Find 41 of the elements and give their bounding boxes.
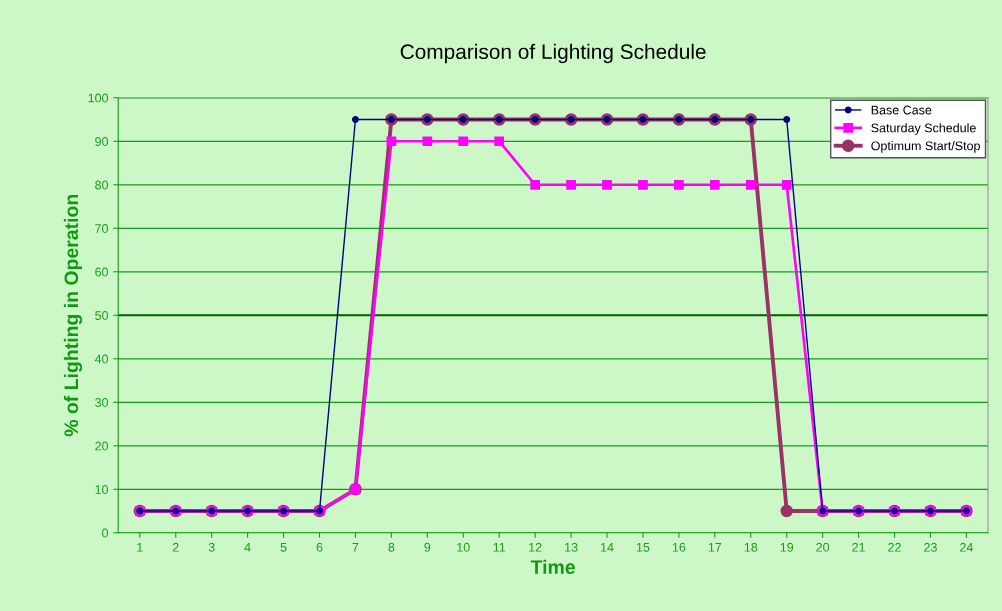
x-tick-label: 6	[316, 542, 323, 552]
x-tick-label: 14	[601, 542, 614, 552]
y-tick-label: 90	[95, 137, 109, 146]
x-tick-label: 5	[280, 542, 287, 552]
x-tick-label: 16	[672, 542, 686, 552]
y-tick-label: 20	[95, 441, 109, 451]
y-tick-label: 10	[95, 485, 109, 494]
y-tick-label: 0	[102, 528, 109, 538]
y-tick-label: 60	[95, 267, 109, 277]
x-tick-label: 19	[780, 542, 794, 552]
x-tick-label: 12	[529, 542, 542, 552]
legend-label: Base Case	[871, 105, 932, 115]
x-tick-label: 13	[565, 542, 578, 552]
x-tick-label: 2	[172, 542, 179, 552]
x-tick-label: 11	[493, 542, 506, 552]
x-tick-label: 1	[137, 542, 143, 552]
legend-label: Optimum Start/Stop	[871, 141, 980, 153]
x-tick-label: 8	[388, 542, 395, 552]
x-tick-label: 23	[924, 542, 937, 552]
legend-label: Saturday Schedule	[871, 123, 976, 135]
y-tick-label: 30	[95, 398, 109, 407]
x-tick-label: 3	[208, 542, 215, 552]
y-tick-label: 70	[95, 224, 109, 233]
x-tick-label: 20	[816, 542, 830, 552]
y-tick-label: 50	[95, 311, 109, 320]
x-axis-title: Time	[530, 559, 575, 574]
x-tick-label: 24	[960, 542, 973, 552]
y-axis-title: % of Lighting in Operation	[63, 194, 83, 437]
x-tick-label: 15	[636, 542, 650, 552]
x-tick-label: 18	[744, 542, 758, 552]
x-tick-label: 9	[424, 542, 431, 552]
y-tick-label: 80	[95, 180, 109, 190]
x-tick-label: 22	[888, 542, 901, 552]
y-tick-label: 40	[94, 354, 109, 364]
x-tick-label: 4	[244, 542, 251, 552]
x-tick-label: 17	[708, 542, 722, 552]
chart-title: Comparison of Lighting Schedule	[400, 43, 706, 64]
y-tick-label: 100	[88, 93, 109, 103]
x-tick-label: 21	[852, 542, 865, 552]
x-tick-label: 10	[457, 542, 470, 552]
x-tick-label: 7	[352, 542, 359, 552]
